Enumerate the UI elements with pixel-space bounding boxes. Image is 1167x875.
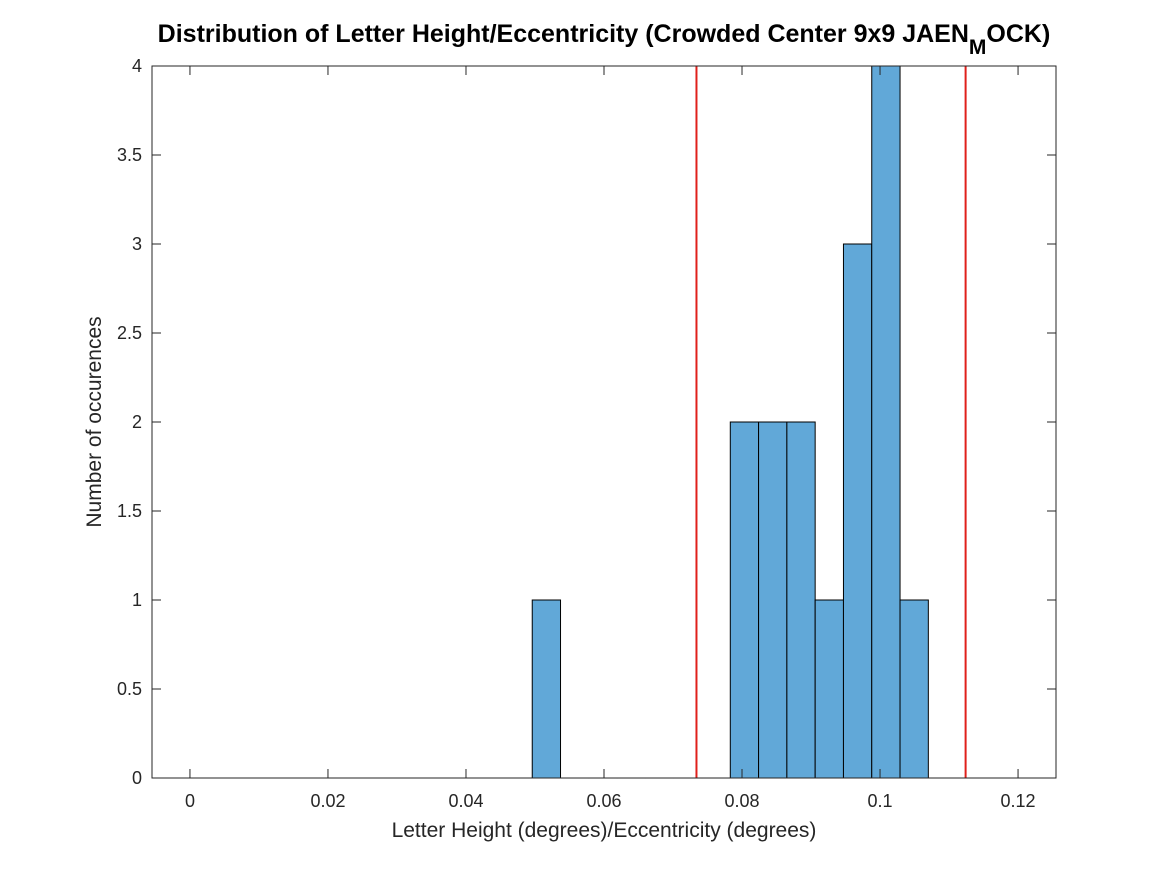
x-tick-label: 0.12: [1001, 791, 1036, 811]
x-axis-label: Letter Height (degrees)/Eccentricity (de…: [392, 819, 817, 842]
x-tick-label: 0.06: [586, 791, 621, 811]
histogram-bar: [758, 421, 788, 779]
x-tick-label: 0.08: [724, 791, 759, 811]
y-tick-label: 2: [132, 412, 142, 432]
y-axis-label: Number of occurences: [83, 316, 106, 527]
histogram-bar: [814, 599, 844, 779]
y-tick-label: 1.5: [117, 501, 142, 521]
chart-title: Distribution of Letter Height/Eccentrici…: [158, 20, 1051, 59]
histogram-bar: [531, 599, 562, 779]
y-tick-label: 3.5: [117, 145, 142, 165]
x-tick-label: 0.02: [310, 791, 345, 811]
x-tick-label: 0.04: [448, 791, 483, 811]
histogram-bar: [786, 421, 816, 779]
title-subscript: M: [969, 36, 987, 59]
y-tick-label: 4: [132, 56, 142, 76]
y-tick-label: 0: [132, 768, 142, 788]
y-tick-label: 3: [132, 234, 142, 254]
plot-area: 0 0.02 0.04 0.06 0.08 0.1 0.12 0 0.5 1 1.5 2 2.5 3 3.5…: [117, 56, 1057, 811]
x-tick-label: 0.1: [868, 791, 893, 811]
histogram-bar: [842, 243, 873, 779]
histogram-bar: [729, 421, 760, 779]
histogram-bar: [899, 599, 929, 779]
y-tick-label: 0.5: [117, 679, 142, 699]
y-tick-label: 2.5: [117, 323, 142, 343]
x-tick-label: 0: [185, 791, 195, 811]
y-tick-label: 1: [132, 590, 142, 610]
title-suffix: OCK): [986, 20, 1050, 48]
histogram-bar: [871, 65, 901, 779]
